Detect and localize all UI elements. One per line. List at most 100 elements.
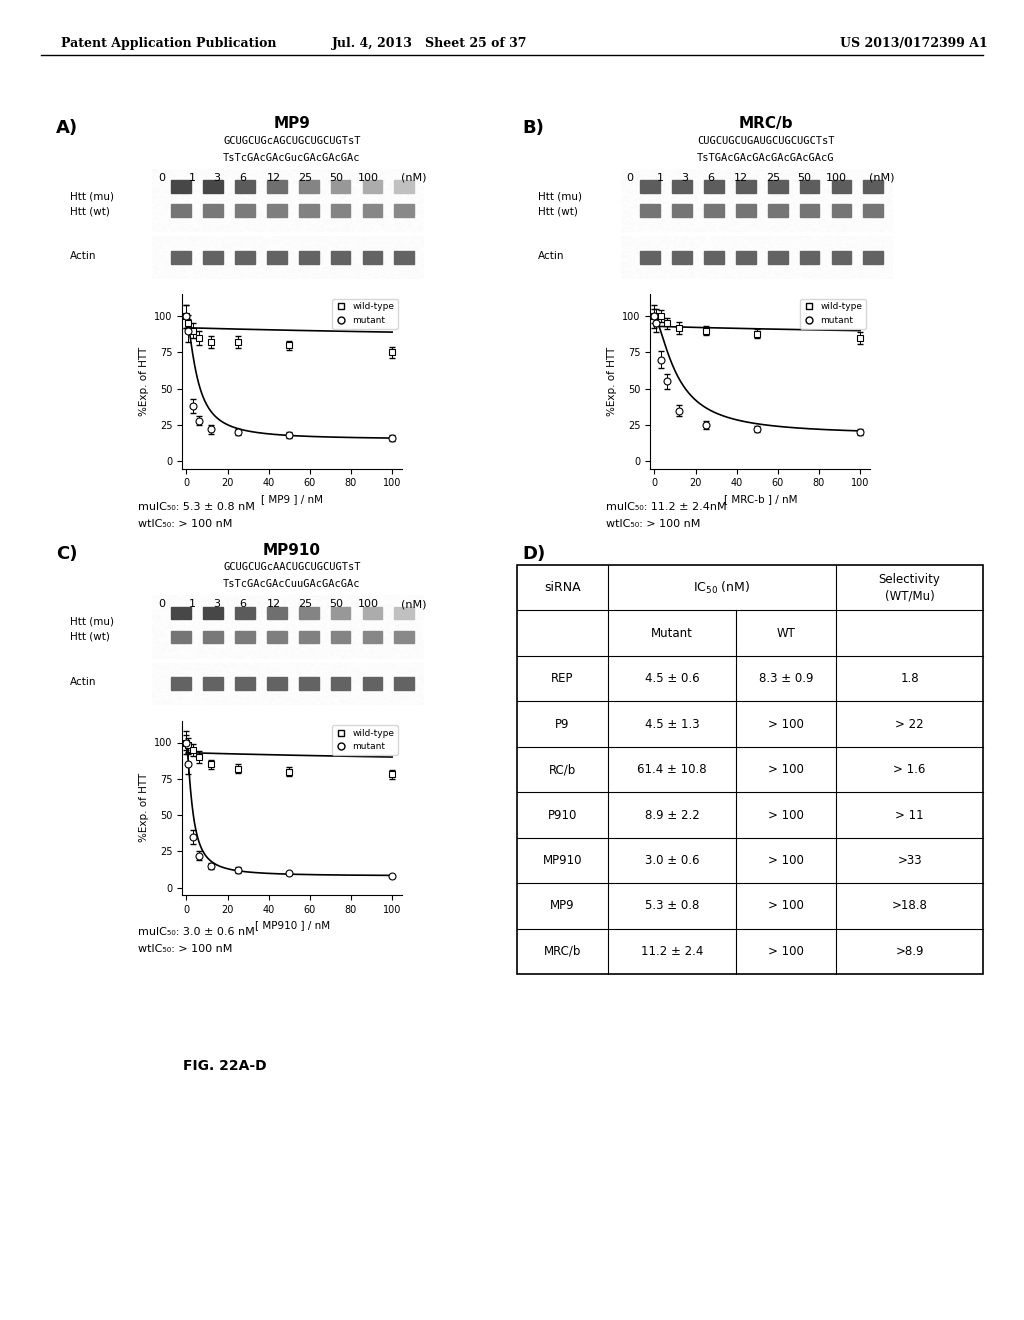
Bar [831,251,851,264]
Text: 1: 1 [189,173,196,183]
Bar [362,181,382,193]
Text: 3: 3 [214,599,220,610]
Bar [331,181,350,193]
Text: 0: 0 [159,173,165,183]
Bar [736,251,756,264]
Bar [331,631,350,643]
Text: mulC₅₀: 5.3 ± 0.8 nM: mulC₅₀: 5.3 ± 0.8 nM [138,502,255,512]
Text: MP910: MP910 [543,854,583,867]
Bar [331,607,350,619]
Bar [831,181,851,193]
Text: Htt (wt): Htt (wt) [70,206,110,216]
Bar [234,205,255,216]
Bar [394,631,415,643]
Bar [362,677,382,690]
Text: TsTGAcGAcGAcGAcGAcGAcG: TsTGAcGAcGAcGAcGAcGAcG [697,153,835,164]
Bar [234,631,255,643]
Bar [299,607,318,619]
Text: P9: P9 [555,718,569,730]
Text: MP910: MP910 [263,543,321,557]
Text: 8.3 ± 0.9: 8.3 ± 0.9 [759,672,813,685]
Text: CUGCUGCUGAUGCUGCUGCTsT: CUGCUGCUGAUGCUGCUGCTsT [697,136,835,147]
Text: (nM): (nM) [401,599,427,610]
Bar [736,181,756,193]
Bar [640,181,659,193]
Bar [703,181,724,193]
Text: FIG. 22A-D: FIG. 22A-D [183,1059,267,1073]
Text: 6: 6 [240,599,246,610]
Bar [394,607,415,619]
Bar [640,251,659,264]
Text: 25: 25 [298,599,312,610]
Bar [234,607,255,619]
Text: 8.9 ± 2.2: 8.9 ± 2.2 [645,809,699,821]
Bar [394,251,415,264]
Text: Actin: Actin [70,677,96,688]
Text: WT: WT [777,627,796,640]
Bar [267,677,287,690]
Text: TsTcGAcGAcGucGAcGAcGAc: TsTcGAcGAcGucGAcGAcGAc [223,153,360,164]
Bar [203,607,223,619]
Text: (nM): (nM) [869,173,895,183]
Text: Htt (mu): Htt (mu) [70,191,114,202]
Bar [863,205,884,216]
Text: Htt (wt): Htt (wt) [538,206,578,216]
Y-axis label: %Exp. of HTT: %Exp. of HTT [138,774,148,842]
Text: 0: 0 [627,173,633,183]
Legend: wild-type, mutant: wild-type, mutant [333,298,398,329]
Text: 1: 1 [189,599,196,610]
Bar [863,251,884,264]
Text: 12: 12 [734,173,749,183]
Bar [267,631,287,643]
Bar [171,677,190,690]
Bar [234,251,255,264]
Text: 25: 25 [298,173,312,183]
Text: TsTcGAcGAcCuuGAcGAcGAc: TsTcGAcGAcCuuGAcGAcGAc [223,579,360,590]
Bar [267,607,287,619]
Text: wtlC₅₀: > 100 nM: wtlC₅₀: > 100 nM [606,519,700,529]
X-axis label: [ MP9 ] / nM: [ MP9 ] / nM [261,494,324,504]
Text: US 2013/0172399 A1: US 2013/0172399 A1 [840,37,987,50]
Text: GCUGCUGcAACUGCUGCUGTsT: GCUGCUGcAACUGCUGCUGTsT [223,562,360,573]
Text: > 100: > 100 [768,854,804,867]
Text: 6: 6 [708,173,714,183]
Bar [672,205,692,216]
Bar [362,631,382,643]
Bar [863,181,884,193]
Bar [203,677,223,690]
Text: Patent Application Publication: Patent Application Publication [61,37,276,50]
X-axis label: [ MRC-b ] / nM: [ MRC-b ] / nM [724,494,797,504]
Text: D): D) [522,545,546,564]
Bar [768,181,787,193]
Text: 12: 12 [266,173,281,183]
Text: RC/b: RC/b [549,763,577,776]
Text: 1.8: 1.8 [900,672,919,685]
Text: 3.0 ± 0.6: 3.0 ± 0.6 [645,854,699,867]
Text: 100: 100 [358,599,379,610]
Text: 11.2 ± 2.4: 11.2 ± 2.4 [641,945,703,958]
Text: A): A) [56,119,79,137]
Text: 61.4 ± 10.8: 61.4 ± 10.8 [637,763,707,776]
Bar [171,181,190,193]
Bar [640,205,659,216]
Bar [672,181,692,193]
Text: mulC₅₀: 3.0 ± 0.6 nM: mulC₅₀: 3.0 ± 0.6 nM [138,927,255,937]
Text: Actin: Actin [538,251,564,261]
Text: 5.3 ± 0.8: 5.3 ± 0.8 [645,899,699,912]
Bar [299,205,318,216]
Bar [394,677,415,690]
Text: GCUGCUGcAGCUGCUGCUGTsT: GCUGCUGcAGCUGCUGCUGTsT [223,136,360,147]
Bar [171,251,190,264]
Bar [362,205,382,216]
Text: > 100: > 100 [768,809,804,821]
Text: Selectivity
(WT/Mu): Selectivity (WT/Mu) [879,573,941,602]
Bar [736,205,756,216]
Text: 3: 3 [682,173,688,183]
Text: (nM): (nM) [401,173,427,183]
Bar [203,631,223,643]
Bar [703,251,724,264]
Bar [299,631,318,643]
X-axis label: [ MP910 ] / nM: [ MP910 ] / nM [255,920,330,931]
Bar [672,251,692,264]
Text: C): C) [56,545,78,564]
